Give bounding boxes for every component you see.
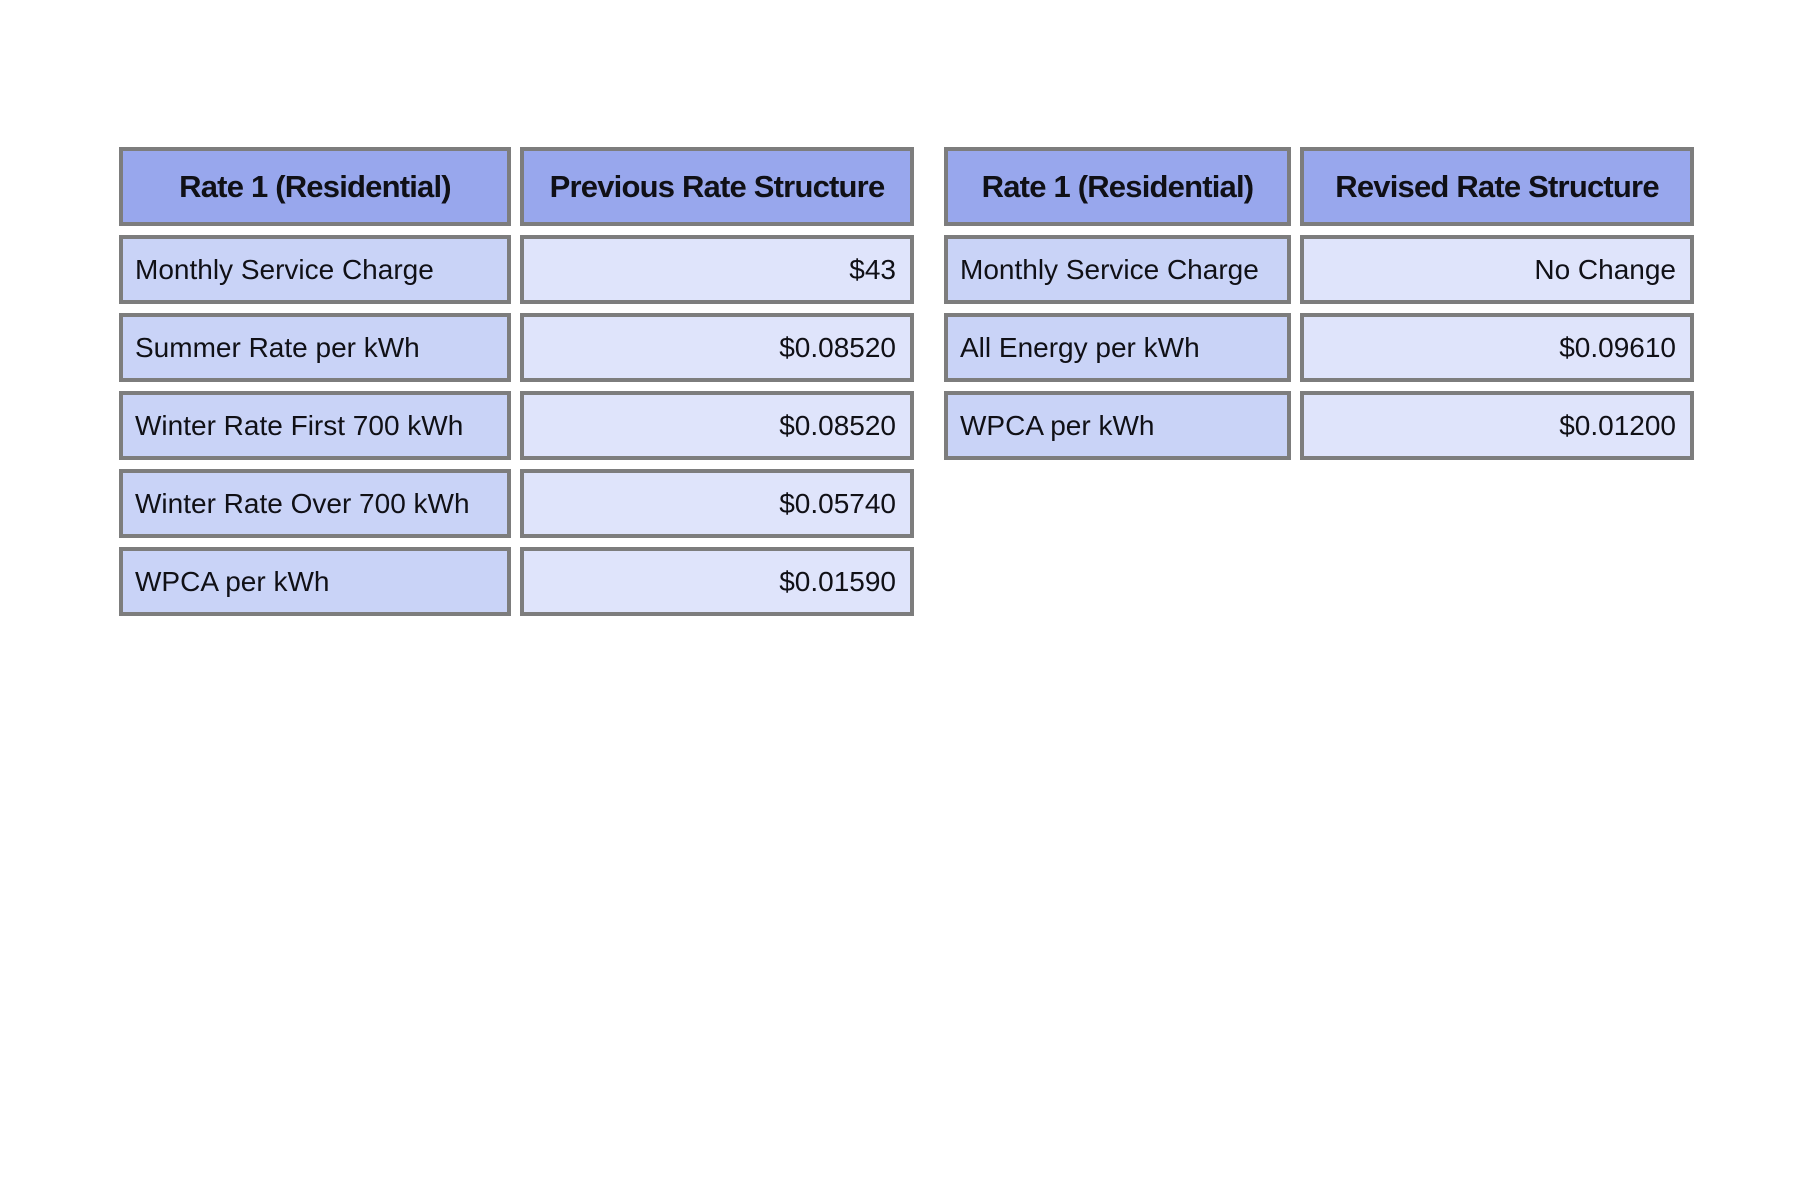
revised-table-structure-header: Revised Rate Structure bbox=[1300, 147, 1694, 226]
row-value-wpca: $0.01590 bbox=[520, 547, 914, 616]
revised-rate-table: Rate 1 (Residential) Revised Rate Struct… bbox=[944, 147, 1694, 460]
row-value-monthly-service-charge: $43 bbox=[520, 235, 914, 304]
row-label-summer-rate: Summer Rate per kWh bbox=[119, 313, 511, 382]
row-label-winter-rate-over-700: Winter Rate Over 700 kWh bbox=[119, 469, 511, 538]
row-value-winter-rate-over-700: $0.05740 bbox=[520, 469, 914, 538]
row-value-summer-rate: $0.08520 bbox=[520, 313, 914, 382]
previous-table-category-header: Rate 1 (Residential) bbox=[119, 147, 511, 226]
row-label-winter-rate-first-700: Winter Rate First 700 kWh bbox=[119, 391, 511, 460]
row-value-wpca-revised: $0.01200 bbox=[1300, 391, 1694, 460]
row-value-all-energy: $0.09610 bbox=[1300, 313, 1694, 382]
row-label-monthly-service-charge: Monthly Service Charge bbox=[119, 235, 511, 304]
previous-table-structure-header: Previous Rate Structure bbox=[520, 147, 914, 226]
row-label-all-energy: All Energy per kWh bbox=[944, 313, 1291, 382]
revised-table-category-header: Rate 1 (Residential) bbox=[944, 147, 1291, 226]
previous-rate-table: Rate 1 (Residential) Previous Rate Struc… bbox=[119, 147, 914, 616]
row-label-wpca: WPCA per kWh bbox=[119, 547, 511, 616]
row-value-winter-rate-first-700: $0.08520 bbox=[520, 391, 914, 460]
row-label-wpca-revised: WPCA per kWh bbox=[944, 391, 1291, 460]
row-value-monthly-service-charge-revised: No Change bbox=[1300, 235, 1694, 304]
row-label-monthly-service-charge-revised: Monthly Service Charge bbox=[944, 235, 1291, 304]
